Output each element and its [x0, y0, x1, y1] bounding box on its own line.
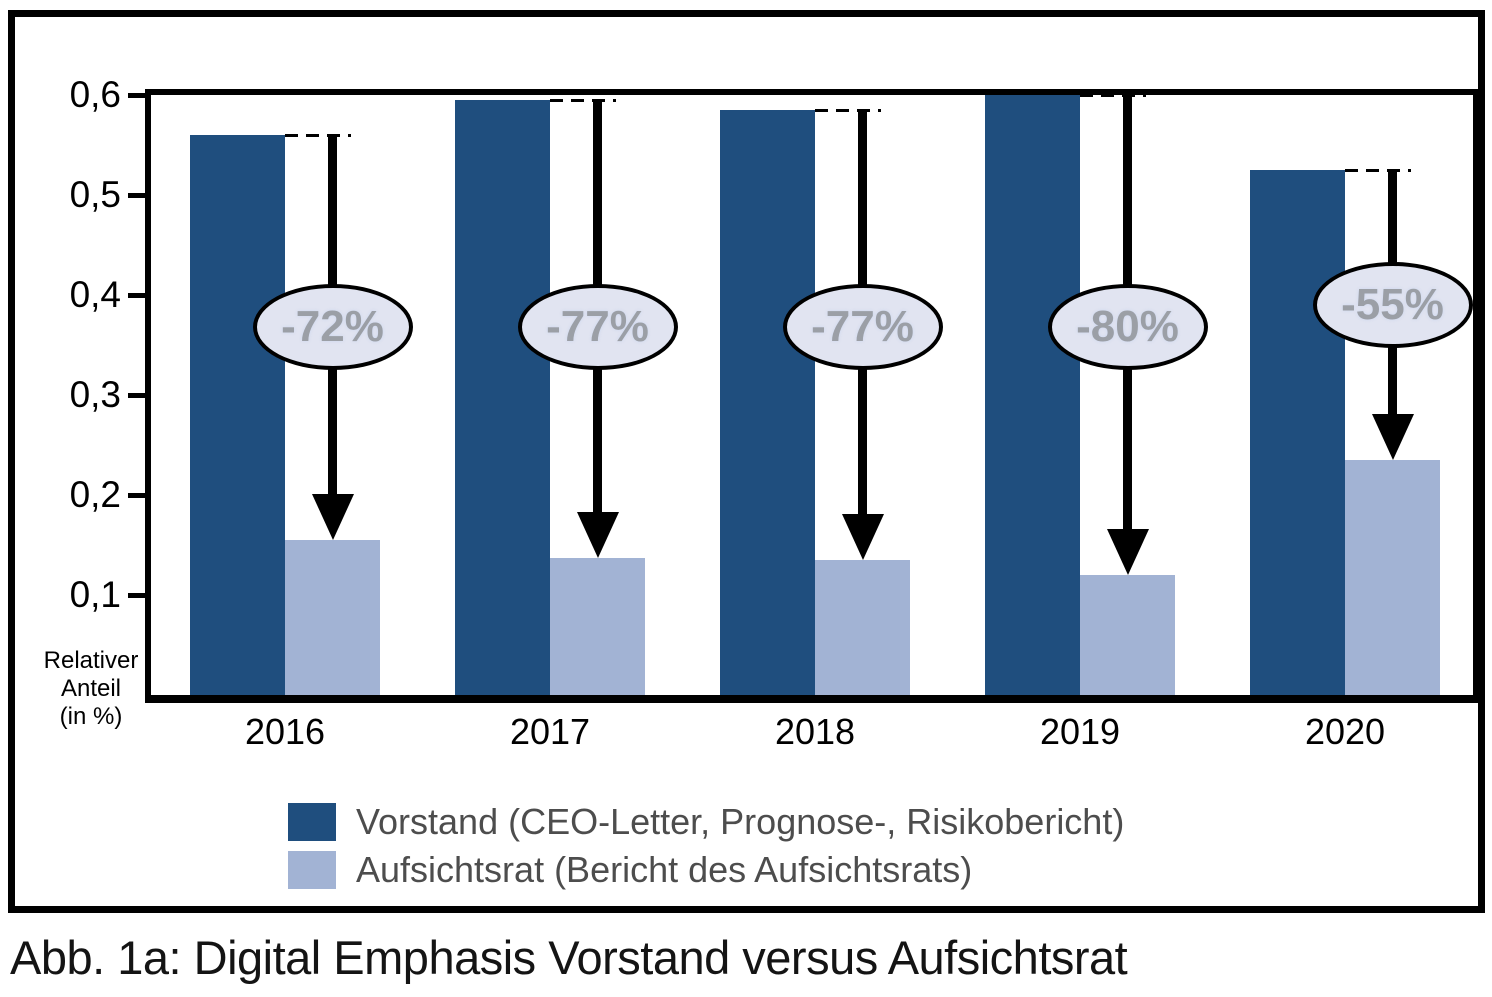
reference-dash-2018 [815, 108, 881, 112]
reference-dash-2016 [285, 133, 351, 137]
chart-outer-border: 0,1 0,2 0,3 0,4 0,5 0,6 Relativer Anteil (in … [8, 10, 1485, 913]
y-tick-label: 0,6 [69, 74, 121, 115]
x-tick-label-2017: 2017 [509, 711, 591, 752]
y-tick-label: 0,3 [69, 374, 121, 415]
bar-aufsichtsrat-2018 [815, 560, 910, 695]
x-tick-label-2020: 2020 [1304, 711, 1386, 752]
decline-badge-2016: -72% [252, 284, 413, 370]
decline-arrow-head-2020 [1371, 414, 1414, 460]
y-axis-title-line3: (in %) [59, 703, 123, 730]
decline-arrow-head-2018 [841, 514, 884, 560]
decline-badge-2018: -77% [782, 284, 943, 370]
legend-label-vorstand: Vorstand (CEO-Letter, Prognose-, Risikob… [356, 801, 1125, 842]
bar-vorstand-2018 [720, 110, 815, 695]
x-tick-label-2016: 2016 [244, 711, 326, 752]
y-tick-label: 0,2 [69, 474, 121, 515]
y-tick-label: 0,4 [69, 274, 121, 315]
bar-aufsichtsrat-2020 [1345, 460, 1440, 695]
legend-item-vorstand: Vorstand (CEO-Letter, Prognose-, Risikob… [288, 801, 1125, 842]
legend-item-aufsichtsrat: Aufsichtsrat (Bericht des Aufsichtsrats) [288, 849, 1124, 890]
y-tick-mark [128, 492, 148, 498]
decline-badge-2019: -80% [1047, 284, 1208, 370]
bar-vorstand-2017 [455, 100, 550, 695]
y-tick-mark [128, 292, 148, 298]
bar-vorstand-2019 [985, 95, 1080, 695]
decline-arrow-head-2017 [576, 512, 619, 558]
bar-vorstand-2016 [190, 135, 285, 695]
y-tick-label: 0,5 [69, 174, 121, 215]
decline-badge-2020: -55% [1312, 262, 1473, 348]
aufsichtsrat-swatch [288, 851, 336, 889]
y-axis-title-line1: Relativer [43, 647, 139, 674]
y-tick-label: 0,1 [69, 574, 121, 615]
chart-legend: Vorstand (CEO-Letter, Prognose-, Risikob… [288, 801, 1125, 899]
y-tick-mark [128, 92, 148, 98]
bar-vorstand-2020 [1250, 170, 1345, 695]
vorstand-swatch [288, 803, 336, 841]
decline-badge-2017: -77% [517, 284, 678, 370]
decline-arrow-head-2016 [311, 494, 354, 540]
y-tick-mark [128, 192, 148, 198]
y-axis-title-line2: Anteil [60, 675, 122, 702]
reference-dash-2019 [1080, 93, 1146, 97]
decline-arrow-head-2019 [1106, 529, 1149, 575]
reference-dash-2020 [1345, 168, 1411, 172]
figure-caption: Abb. 1a: Digital Emphasis Vorstand versu… [10, 931, 1128, 984]
bar-aufsichtsrat-2019 [1080, 575, 1175, 695]
x-tick-label-2019: 2019 [1039, 711, 1121, 752]
y-tick-mark [128, 392, 148, 398]
bar-aufsichtsrat-2016 [285, 540, 380, 695]
y-axis-title: Relativer Anteil (in %) [33, 647, 149, 731]
y-tick-mark [128, 592, 148, 598]
legend-label-aufsichtsrat: Aufsichtsrat (Bericht des Aufsichtsrats) [356, 849, 973, 890]
bar-aufsichtsrat-2017 [550, 558, 645, 695]
x-tick-label-2018: 2018 [774, 711, 856, 752]
reference-dash-2017 [550, 98, 616, 102]
